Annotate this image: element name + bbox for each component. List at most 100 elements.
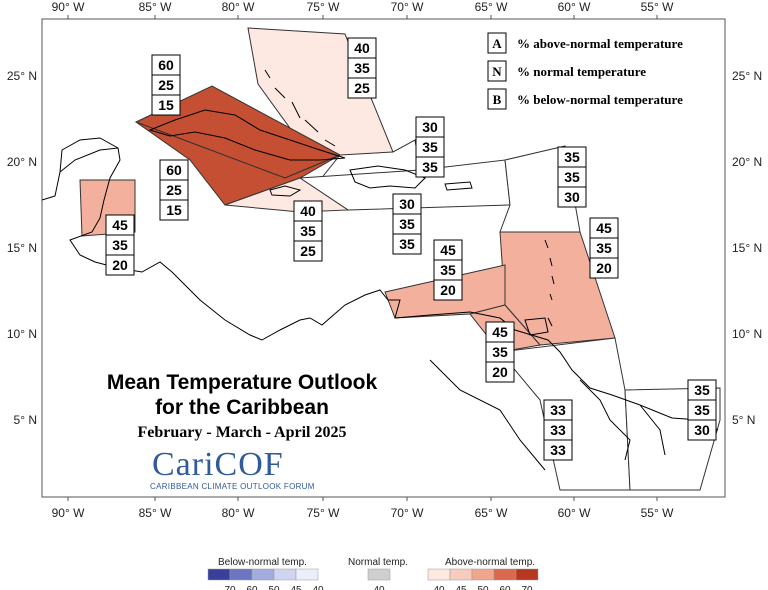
colorbar-above-swatch (427, 568, 451, 581)
prob-above: 40 (354, 40, 370, 56)
lon-label-bottom: 80° W (222, 506, 255, 520)
colorbar-above-title: Above-normal temp. (445, 557, 536, 568)
caricof-logo: CariCOF (152, 446, 284, 483)
prob-normal: 35 (354, 60, 370, 76)
lon-label-top: 90° W (52, 0, 85, 14)
prob-normal: 33 (550, 422, 566, 438)
probability-labels: 40 35 25 60 25 15 60 25 15 30 35 35 30 35 35 40 35 25 45 35… (105, 37, 717, 461)
prob-below: 30 (564, 189, 580, 205)
prob-box-jamaica: 40 35 25 (293, 200, 323, 262)
colorbar-below-tick: 50 (268, 585, 280, 590)
colorbar-below-swatch (273, 568, 297, 581)
lon-label-top: 80° W (222, 0, 255, 14)
lon-label-bottom: 65° W (475, 506, 508, 520)
prob-above: 45 (492, 324, 508, 340)
colorbar-below-title: Below-normal temp. (218, 557, 307, 568)
prob-box-french-guiana: 35 35 30 (687, 379, 717, 441)
prob-above: 40 (300, 203, 316, 219)
colorbar-above-swatch (515, 568, 539, 581)
colorbar-below-swatch (295, 568, 319, 581)
colorbar-above-swatch (493, 568, 517, 581)
prob-above: 60 (166, 162, 182, 178)
lat-label-left: 15° N (7, 241, 37, 255)
legend-key-n-box (487, 60, 507, 82)
prob-below: 15 (158, 97, 174, 113)
prob-box-bahamas: 40 35 25 (347, 37, 377, 99)
prob-normal: 35 (112, 237, 128, 253)
map-title: Mean Temperature Outlook for the Caribbe… (62, 370, 422, 420)
prob-box-cuba-north: 60 25 15 (151, 54, 181, 116)
prob-below: 35 (399, 236, 415, 252)
lon-label-bottom: 90° W (52, 506, 85, 520)
lat-label-right: 15° N (732, 241, 762, 255)
colorbar-below-tick: 70 (224, 585, 236, 590)
map-title-line2: for the Caribbean (155, 396, 329, 419)
prob-normal: 35 (596, 240, 612, 256)
prob-above: 35 (694, 382, 710, 398)
prob-normal: 35 (564, 169, 580, 185)
lon-label-bottom: 75° W (307, 506, 340, 520)
lon-label-bottom: 55° W (641, 506, 674, 520)
prob-below: 35 (422, 159, 438, 175)
map-title-line1: Mean Temperature Outlook (106, 371, 378, 394)
legend: A % above-normal temperature N % normal … (487, 32, 683, 110)
prob-below: 25 (300, 243, 316, 259)
longitude-labels-top: 90° W 85° W 80° W 75° W 70° W 65° W 60° W 55° W (52, 0, 674, 19)
prob-above: 45 (596, 220, 612, 236)
latitude-labels-left: 25° N 20° N 15° N 10° N 5° N (7, 69, 37, 427)
prob-below: 25 (354, 80, 370, 96)
prob-normal: 35 (492, 344, 508, 360)
lat-label-right: 5° N (732, 413, 755, 427)
coast-puerto-rico (444, 181, 473, 191)
colorbar-above-tick: 40 (433, 585, 445, 590)
coast-central-america (41, 147, 719, 431)
prob-below: 20 (596, 260, 612, 276)
colorbar-above-tick: 45 (455, 585, 467, 590)
colorbar-below-tick: 45 (290, 585, 302, 590)
prob-box-guyana: 33 33 33 (543, 399, 573, 461)
colorbar-above-tick: 50 (477, 585, 489, 590)
colorbar-above-swatch (471, 568, 495, 581)
coast-trinidad (524, 317, 549, 336)
prob-box-trinidad: 45 35 20 (485, 321, 515, 383)
prob-below: 20 (492, 364, 508, 380)
lat-label-left: 25° N (7, 69, 37, 83)
colorbar-below-swatch (229, 568, 253, 581)
prob-normal: 35 (399, 216, 415, 232)
prob-above: 30 (422, 119, 438, 135)
prob-above: 45 (112, 217, 128, 233)
lat-label-left: 20° N (7, 155, 37, 169)
colorbar-below-tick: 40 (312, 585, 324, 590)
prob-above: 60 (158, 57, 174, 73)
prob-above: 45 (440, 242, 456, 258)
legend-key-b: B (493, 92, 502, 107)
longitude-labels-bottom: 90° W 85° W 80° W 75° W 70° W 65° W 60° W 55° W (52, 497, 674, 520)
prob-normal: 35 (694, 402, 710, 418)
coast-jamaica (269, 185, 302, 197)
prob-below: 20 (440, 282, 456, 298)
colorbar-below-tick: 60 (246, 585, 258, 590)
legend-key-n: N (492, 64, 502, 79)
coastlines (41, 69, 719, 471)
prob-box-turks-caicos: 30 35 35 (415, 116, 445, 178)
colorbar-normal-tick: 40 (373, 585, 385, 590)
prob-normal: 35 (422, 139, 438, 155)
legend-label-normal: % normal temperature (517, 64, 646, 79)
prob-box-windwards: 45 35 20 (589, 217, 619, 279)
lat-label-right: 10° N (732, 327, 762, 341)
colorbar-below-swatch (207, 568, 231, 581)
prob-below: 30 (694, 422, 710, 438)
prob-below: 15 (166, 202, 182, 218)
prob-box-northern-leewards: 35 35 30 (557, 146, 587, 208)
lon-label-top: 55° W (641, 0, 674, 14)
lon-label-top: 75° W (307, 0, 340, 14)
lat-label-left: 5° N (14, 413, 37, 427)
legend-label-below: % below-normal temperature (517, 92, 683, 107)
prob-box-cuba-south: 60 25 15 (159, 159, 189, 221)
prob-below: 33 (550, 442, 566, 458)
colorbar-below-swatch (251, 568, 275, 581)
border-venezuela (429, 359, 546, 471)
prob-normal: 25 (158, 77, 174, 93)
coast-lesser-antilles (544, 239, 555, 327)
prob-below: 20 (112, 257, 128, 273)
